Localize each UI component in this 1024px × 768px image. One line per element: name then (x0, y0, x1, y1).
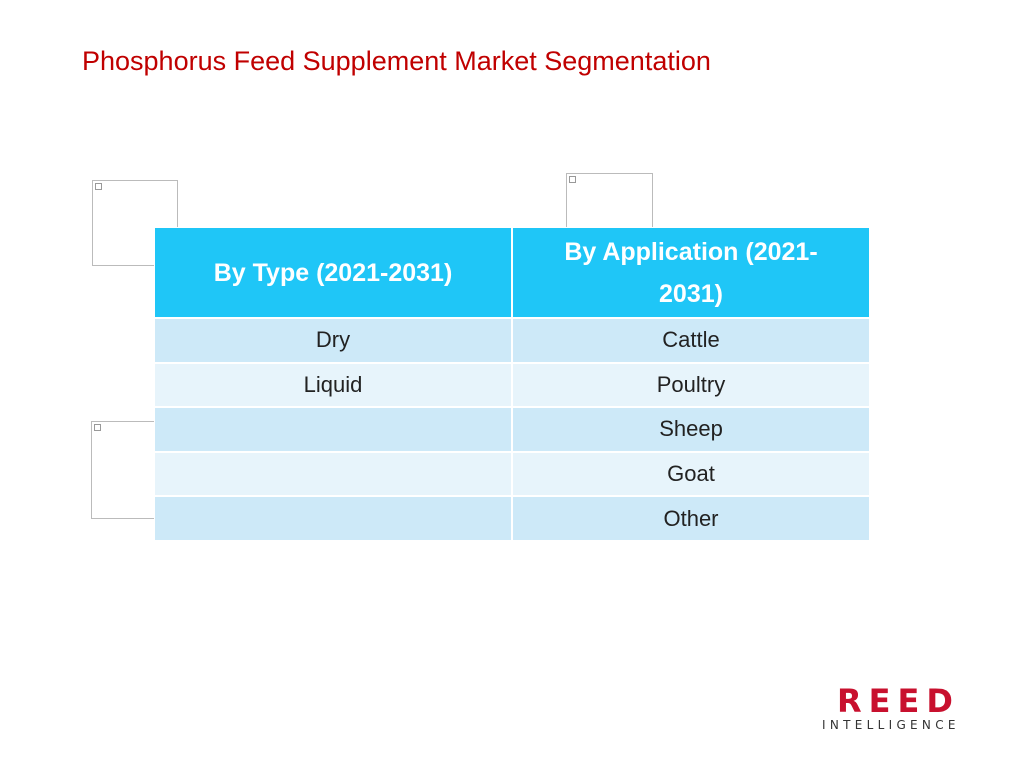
table-cell (154, 496, 512, 541)
segmentation-table: By Type (2021-2031) Dry Liquid By Applicati… (154, 227, 870, 541)
table-cell (154, 407, 512, 452)
table-cell: Goat (512, 451, 870, 497)
table-cell: Poultry (512, 362, 870, 408)
logo-name: REED (837, 682, 960, 720)
column-header: By Application (2021-2031) (512, 227, 870, 318)
table-cell: Other (512, 496, 870, 541)
column-header: By Type (2021-2031) (154, 227, 512, 318)
table-cell (154, 451, 512, 497)
table-cell: Sheep (512, 407, 870, 452)
image-placeholder (91, 421, 158, 519)
table-cell: Liquid (154, 362, 512, 408)
logo-tagline: INTELLIGENCE (822, 718, 960, 732)
table-cell: Dry (154, 318, 512, 363)
image-placeholder (566, 173, 653, 235)
table-cell: Cattle (512, 318, 870, 363)
slide-title: Phosphorus Feed Supplement Market Segmen… (82, 46, 711, 76)
image-placeholder (92, 180, 178, 266)
